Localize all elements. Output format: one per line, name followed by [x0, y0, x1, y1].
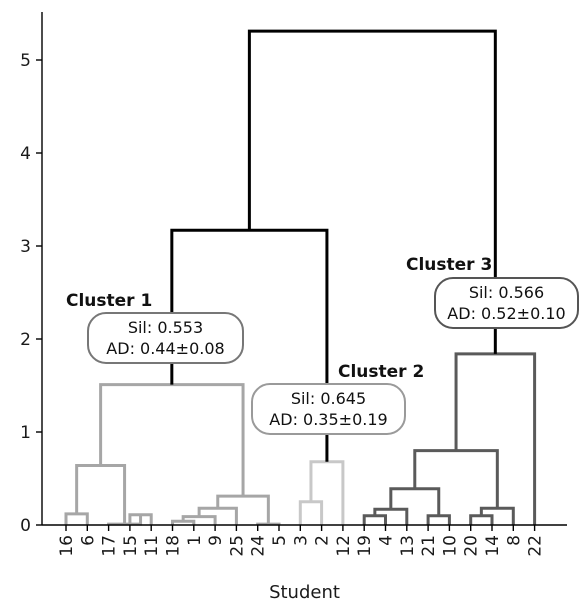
- cluster-2-stats-box: [251, 383, 406, 435]
- x-tick-label: 25: [227, 535, 247, 557]
- x-tick-label: 14: [483, 535, 503, 557]
- cluster-2-silhouette: Sil: 0.645: [291, 389, 366, 408]
- cluster-1-title: Cluster 1: [66, 291, 152, 311]
- cluster-2-distance: AD: 0.35±0.19: [269, 410, 387, 429]
- cluster-1-distance: AD: 0.44±0.08: [106, 339, 224, 358]
- x-tick-label: 17: [100, 535, 120, 557]
- x-tick-label: 19: [355, 535, 375, 557]
- y-tick-label: 4: [20, 144, 31, 164]
- x-axis-ticks: 16 6 17 15 11 18 1 9 25 24 5 3 2 12 19 4 13 21 10 20 14 8 22: [57, 525, 546, 557]
- dendrogram-link-17: [389, 487, 441, 516]
- dendrogram-link-16: [426, 514, 451, 525]
- dendrogram-link-1: [64, 512, 89, 525]
- cluster-1-silhouette: Sil: 0.553: [128, 318, 203, 337]
- cluster-3-stats-box: [434, 277, 579, 329]
- dendrogram-link-10: [99, 383, 245, 497]
- cluster-3-silhouette: Sil: 0.566: [469, 283, 544, 302]
- dendrogram-link-21: [454, 352, 537, 525]
- cluster-1-stats-box: [87, 312, 244, 364]
- cluster-3-distance: AD: 0.52±0.10: [447, 304, 565, 323]
- x-tick-label: 15: [121, 535, 141, 557]
- cluster-1-annotation: Cluster 1 Sil: 0.553 AD: 0.44±0.08: [66, 291, 244, 364]
- x-tick-label: 9: [206, 535, 226, 546]
- x-tick-label: 20: [462, 535, 482, 557]
- y-tick-label: 3: [20, 237, 31, 257]
- dendrogram-link-9: [216, 494, 270, 525]
- x-tick-label: 2: [313, 535, 333, 546]
- x-tick-label: 22: [526, 535, 546, 557]
- x-tick-label: 11: [142, 535, 162, 557]
- x-tick-label: 4: [377, 535, 397, 546]
- dendrogram-link-14: [362, 514, 387, 525]
- x-tick-label: 5: [270, 535, 290, 546]
- dendrogram-link-12: [309, 460, 345, 525]
- y-tick-label: 0: [20, 516, 31, 536]
- x-tick-label: 8: [504, 535, 524, 546]
- dendrogram-link-22: [247, 29, 497, 354]
- x-tick-label: 6: [78, 535, 98, 546]
- x-tick-label: 16: [57, 535, 77, 557]
- cluster-3-annotation: Cluster 3 Sil: 0.566 AD: 0.52±0.10: [406, 255, 579, 329]
- x-tick-label: 1: [185, 535, 205, 546]
- cluster-3-title: Cluster 3: [406, 255, 492, 275]
- y-axis-ticks: 0 1 2 3 4 5: [20, 51, 42, 536]
- dendrogram-link-11: [298, 500, 324, 525]
- x-tick-label: 24: [249, 535, 269, 557]
- x-tick-label: 13: [398, 535, 418, 557]
- x-tick-label: 10: [440, 535, 460, 557]
- cluster-2-annotation: Cluster 2 Sil: 0.645 AD: 0.35±0.19: [251, 362, 424, 435]
- x-tick-label: 12: [334, 535, 354, 557]
- x-tick-label: 18: [164, 535, 184, 557]
- x-tick-label: 3: [291, 535, 311, 546]
- dendrogram-links: [64, 29, 537, 526]
- dendrogram-link-18: [469, 514, 494, 525]
- cluster-2-title: Cluster 2: [338, 362, 424, 382]
- y-tick-label: 1: [20, 423, 31, 443]
- y-tick-label: 5: [20, 51, 31, 71]
- dendrogram-link-20: [413, 449, 499, 509]
- y-tick-label: 2: [20, 330, 31, 350]
- x-tick-label: 21: [419, 535, 439, 557]
- x-axis-label: Student: [269, 582, 340, 603]
